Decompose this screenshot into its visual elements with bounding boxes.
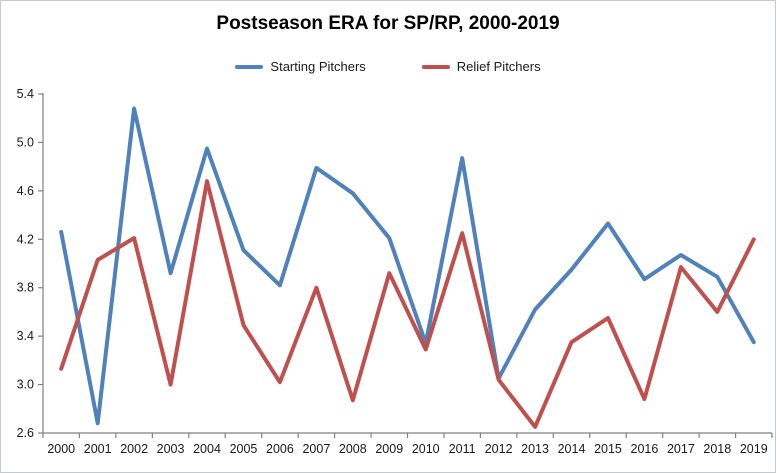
relief-pitchers-line xyxy=(59,179,756,429)
chart-legend: Starting Pitchers Relief Pitchers xyxy=(1,59,775,74)
x-tick-label: 2016 xyxy=(631,442,659,456)
y-tick-label: 5.4 xyxy=(17,87,34,101)
x-tick-label: 2004 xyxy=(193,442,221,456)
x-tick-label: 2000 xyxy=(47,442,75,456)
x-tick-label: 2017 xyxy=(667,442,695,456)
x-tick-label: 2008 xyxy=(339,442,367,456)
x-tick-label: 2019 xyxy=(740,442,768,456)
x-tick-label: 2009 xyxy=(375,442,403,456)
x-tick-label: 2011 xyxy=(449,442,476,456)
y-tick-label: 3.0 xyxy=(17,378,34,392)
x-tick-label: 2010 xyxy=(412,442,440,456)
x-tick-label: 2013 xyxy=(521,442,549,456)
y-tick-label: 4.2 xyxy=(17,232,34,246)
x-tick-label: 2002 xyxy=(120,442,148,456)
legend-item-starting-pitchers: Starting Pitchers xyxy=(235,59,366,74)
legend-label-relief-pitchers: Relief Pitchers xyxy=(456,59,541,74)
y-tick-label: 3.8 xyxy=(17,281,34,295)
y-tick-label: 4.6 xyxy=(17,184,34,198)
x-tick-label: 2005 xyxy=(230,442,258,456)
chart-title: Postseason ERA for SP/RP, 2000-2019 xyxy=(216,13,560,34)
legend-item-relief-pitchers: Relief Pitchers xyxy=(421,59,541,74)
x-tick-label: 2003 xyxy=(157,442,185,456)
x-tick-label: 2007 xyxy=(302,442,330,456)
x-tick-label: 2018 xyxy=(703,442,731,456)
y-tick-label: 3.4 xyxy=(17,329,34,343)
legend-label-starting-pitchers: Starting Pitchers xyxy=(270,59,366,74)
x-tick-label: 2015 xyxy=(594,442,622,456)
y-tick-label: 2.6 xyxy=(17,426,34,440)
starting-pitchers-line xyxy=(59,106,756,426)
x-tick-label: 2014 xyxy=(558,442,586,456)
legend-swatch-starting-pitchers-line xyxy=(235,64,264,69)
x-tick-label: 2006 xyxy=(266,442,294,456)
x-tick-label: 2012 xyxy=(485,442,513,456)
x-tick-label: 2001 xyxy=(84,442,112,456)
y-tick-label: 5.0 xyxy=(17,135,34,149)
legend-swatch-relief-pitchers-line xyxy=(421,64,450,69)
